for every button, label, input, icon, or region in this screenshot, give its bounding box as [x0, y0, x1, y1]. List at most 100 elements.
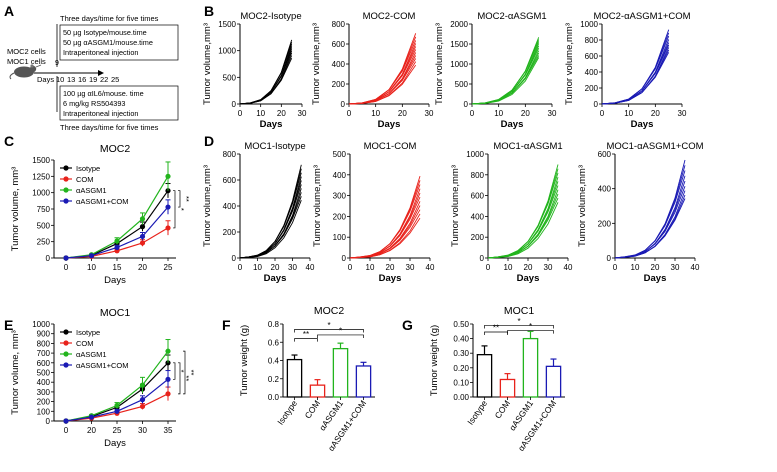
chart-b3: 0 500 1000 1500 2000 0 10 20 30 MOC2-αASGM1 Days Tu… — [434, 11, 557, 130]
data-point — [139, 216, 146, 222]
y-axis-label: Tumor volume,mm³ — [312, 165, 323, 247]
chart-f: 0.0 0.2 0.4 0.6 0.8 MOC2 Tumor weight (g) Isoty… — [239, 305, 375, 453]
series-αASGM1 — [63, 161, 171, 261]
chart-c: 0 250 500 750 1000 1250 1500 0 10 15 20 25 MOC2 Days T… — [10, 143, 191, 286]
y-tick-label: 1500 — [32, 156, 50, 165]
x-tick-label: 30 — [678, 109, 687, 118]
y-tick-label: 600 — [471, 192, 485, 201]
bar-Isotype — [476, 354, 493, 398]
chart-d3: 0 200 400 600 800 1000 0 10 20 30 40 MOC1-αASGM1 Day… — [450, 141, 573, 284]
series-αASGM1+COM — [63, 370, 171, 424]
legend-marker — [63, 176, 69, 182]
significance-bracket — [317, 334, 364, 338]
y-tick-label: 750 — [37, 205, 51, 214]
legend-marker — [63, 165, 69, 171]
y-tick-label: 1000 — [580, 20, 598, 29]
x-tick-label: 10 — [631, 263, 640, 272]
legend-marker — [63, 362, 69, 368]
y-tick-label: 600 — [332, 40, 346, 49]
data-point — [139, 233, 146, 240]
y-tick-label: 200 — [332, 80, 346, 89]
y-tick-label: 0.4 — [268, 357, 280, 366]
legend-label: αASGM1+COM — [76, 197, 128, 206]
tumor-growth-line — [601, 44, 670, 105]
y-tick-label: 400 — [223, 202, 237, 211]
tumor-growth-line — [239, 58, 293, 105]
x-tick-label: 30 — [544, 263, 553, 272]
legend-label: COM — [76, 175, 94, 184]
x-tick-label: 10 — [253, 263, 262, 272]
y-tick-label: 200 — [37, 398, 51, 407]
y-tick-label: 1500 — [218, 20, 236, 29]
y-tick-label: 1250 — [32, 172, 50, 181]
y-tick-label: 0 — [46, 254, 51, 263]
panel-letter-g: G — [402, 317, 413, 333]
tumor-growth-line — [471, 57, 540, 105]
y-tick-label: 0.6 — [268, 338, 280, 347]
x-tick-label: 20 — [524, 263, 533, 272]
x-tick-label: 0 — [486, 263, 491, 272]
y-tick-label: 0 — [342, 254, 347, 263]
category-label: Isotype — [275, 398, 299, 426]
legend-marker — [63, 329, 69, 335]
tumor-growth-line — [614, 198, 686, 259]
significance-bracket — [484, 325, 554, 329]
x-tick-label: 15 — [113, 263, 122, 272]
chart-title: MOC1 — [100, 307, 130, 319]
y-tick-label: 600 — [223, 176, 237, 185]
timeline-days-label: Days — [37, 75, 54, 84]
y-tick-label: 500 — [223, 73, 237, 82]
y-tick-label: 400 — [585, 68, 599, 77]
y-tick-label: 0 — [594, 100, 599, 109]
tumor-growth-line — [239, 184, 302, 259]
x-tick-label: 0 — [348, 263, 353, 272]
x-tick-label: 0 — [470, 109, 475, 118]
y-axis-label: Tumor volume,mm³ — [564, 23, 575, 105]
y-axis-label: Tumor weight (g) — [239, 325, 250, 396]
tumor-growth-line — [348, 64, 417, 105]
x-axis-label: Days — [378, 119, 401, 130]
y-tick-label: 0.2 — [268, 375, 280, 384]
tumor-growth-line — [239, 168, 302, 259]
significance-label: * — [177, 208, 186, 211]
schematic-panel-a: MOC2 cells MOC1 cells Days 9 10 13 16 19… — [7, 14, 179, 132]
bar-αASGM1 — [332, 347, 349, 398]
y-tick-label: 0 — [232, 100, 237, 109]
x-tick-label: 35 — [164, 426, 173, 435]
chart-title: MOC1-αASGM1 — [493, 141, 562, 152]
y-tick-label: 0.40 — [453, 335, 469, 344]
x-tick-label: 0 — [600, 109, 605, 118]
y-tick-label: 600 — [585, 52, 599, 61]
x-tick-label: 30 — [138, 426, 147, 435]
x-tick-label: 10 — [256, 109, 265, 118]
cells-label-moc2: MOC2 cells — [7, 47, 46, 56]
tumor-growth-line — [349, 184, 421, 259]
y-tick-label: 1000 — [32, 189, 50, 198]
y-tick-label: 500 — [37, 369, 51, 378]
day-tick-25: 25 — [111, 75, 119, 84]
tumor-growth-line — [348, 49, 417, 105]
x-tick-label: 10 — [87, 263, 96, 272]
day-tick-13: 13 — [67, 75, 75, 84]
x-tick-label: 30 — [406, 263, 415, 272]
x-tick-label: 10 — [371, 109, 380, 118]
y-tick-label: 0.30 — [453, 349, 469, 358]
x-tick-label: 10 — [366, 263, 375, 272]
y-tick-label: 400 — [598, 185, 612, 194]
data-point — [88, 414, 95, 420]
x-tick-label: 30 — [548, 109, 557, 118]
bottom-schedule-footer: Three days/time for five times — [60, 123, 159, 132]
data-point — [114, 244, 120, 251]
significance-bracket — [173, 362, 176, 380]
tumor-growth-line — [239, 200, 302, 259]
legend-marker — [63, 187, 69, 193]
chart-title: MOC1-αASGM1+COM — [606, 141, 703, 152]
x-tick-label: 0 — [64, 426, 69, 435]
chart-title: MOC2 — [314, 305, 344, 317]
data-point — [114, 402, 120, 409]
y-axis-label: Tumor volume, mm³ — [10, 330, 21, 415]
data-point — [63, 255, 69, 261]
bar-COM — [309, 384, 326, 398]
x-tick-label: 20 — [386, 263, 395, 272]
bar-Isotype — [286, 358, 303, 398]
